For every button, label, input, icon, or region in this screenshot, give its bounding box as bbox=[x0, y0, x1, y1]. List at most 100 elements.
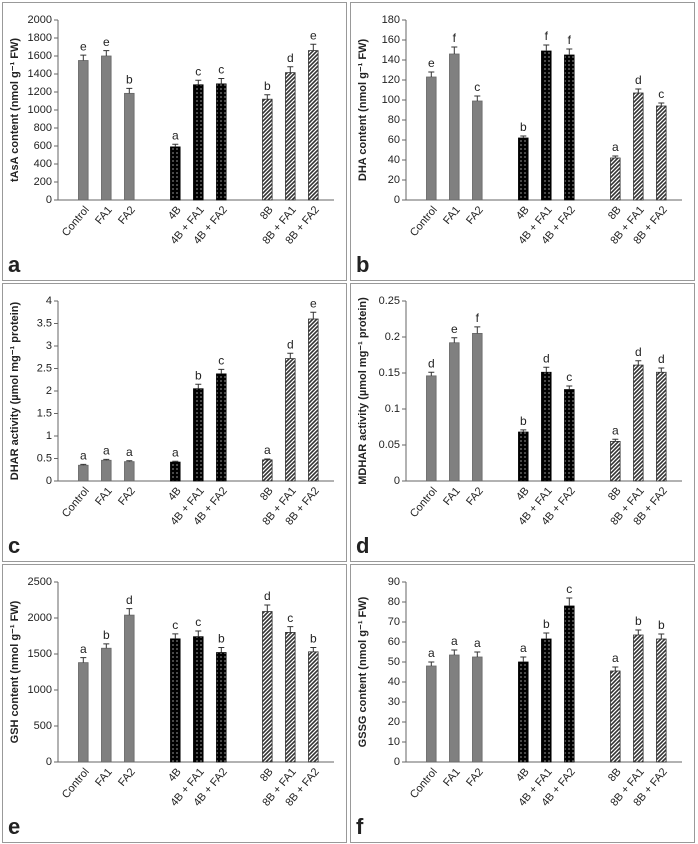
error-bar bbox=[428, 371, 435, 376]
y-tick-label: 80 bbox=[388, 596, 400, 608]
significance-letter: f bbox=[568, 33, 572, 47]
error-bar bbox=[172, 460, 179, 463]
x-tick-label: 8B bbox=[606, 766, 624, 784]
x-tick-label: FA1 bbox=[93, 766, 115, 789]
bar bbox=[449, 342, 460, 482]
panel: 0 0.05 0.1 0.15 0.2 0.25 MDHAR activity (µmol … bbox=[350, 283, 695, 562]
significance-letter: b bbox=[658, 618, 665, 632]
bar bbox=[610, 670, 621, 763]
bar bbox=[518, 661, 529, 763]
panel-frame bbox=[350, 2, 695, 281]
panel-frame bbox=[2, 564, 347, 843]
x-tick-label: 4B bbox=[166, 485, 184, 503]
bar bbox=[78, 60, 89, 201]
y-tick-label: 0 bbox=[394, 756, 400, 768]
y-tick-label: 2000 bbox=[28, 612, 52, 624]
significance-letter: a bbox=[172, 445, 179, 459]
y-tick-label: 1400 bbox=[28, 68, 52, 80]
y-tick-label: 2500 bbox=[28, 576, 52, 588]
significance-letter: f bbox=[476, 311, 480, 325]
significance-letter: d bbox=[287, 337, 294, 351]
x-tick-label: 8B bbox=[258, 204, 276, 222]
panel-label: a bbox=[8, 252, 21, 277]
significance-letter: a bbox=[451, 634, 458, 648]
error-bar bbox=[126, 460, 133, 462]
y-tick-label: 10 bbox=[388, 736, 400, 748]
panel-label: e bbox=[8, 814, 20, 839]
significance-letter: b bbox=[310, 632, 317, 646]
significance-letter: d bbox=[126, 593, 133, 607]
x-tick-label: Control bbox=[408, 766, 440, 801]
y-tick-label: 1600 bbox=[28, 50, 52, 62]
y-axis-title: MDHAR activity (µmol mg⁻¹ protein) bbox=[357, 297, 369, 485]
significance-letter: e bbox=[310, 28, 317, 42]
bar bbox=[541, 50, 552, 201]
y-tick-label: 70 bbox=[388, 616, 400, 628]
y-tick-label: 2 bbox=[46, 385, 52, 397]
y-tick-label: 0.5 bbox=[37, 452, 52, 464]
bar bbox=[193, 84, 204, 201]
significance-letter: c bbox=[658, 87, 664, 101]
significance-letter: a bbox=[612, 140, 619, 154]
bar bbox=[170, 461, 181, 482]
y-tick-label: 0 bbox=[46, 756, 52, 768]
panel-frame bbox=[2, 283, 347, 562]
error-bar bbox=[103, 643, 110, 649]
bar bbox=[656, 371, 667, 482]
x-tick-label: FA1 bbox=[441, 485, 463, 508]
significance-letter: f bbox=[453, 31, 457, 45]
x-tick-label: 4B bbox=[514, 204, 532, 222]
y-tick-label: 1 bbox=[46, 430, 52, 442]
x-tick-label: 8B bbox=[606, 204, 624, 222]
y-axis-title: GSH content (nmol g⁻¹ FW) bbox=[9, 600, 21, 743]
bar bbox=[472, 100, 483, 201]
error-bar bbox=[520, 429, 527, 433]
y-tick-label: 120 bbox=[382, 74, 400, 86]
bar bbox=[285, 358, 296, 482]
x-tick-label: Control bbox=[60, 204, 92, 239]
significance-letter: b bbox=[195, 368, 202, 382]
significance-letter: b bbox=[103, 628, 110, 642]
x-tick-label: 8B bbox=[606, 485, 624, 503]
y-tick-label: 600 bbox=[34, 140, 52, 152]
y-tick-label: 0.25 bbox=[379, 295, 400, 307]
significance-letter: b bbox=[126, 73, 133, 87]
y-tick-label: 140 bbox=[382, 54, 400, 66]
y-tick-label: 0.1 bbox=[385, 403, 400, 415]
y-tick-label: 1000 bbox=[28, 104, 52, 116]
y-tick-label: 1.5 bbox=[37, 407, 52, 419]
bar bbox=[633, 634, 644, 763]
bar bbox=[262, 459, 273, 482]
error-bar bbox=[612, 666, 619, 671]
bar bbox=[656, 105, 667, 201]
error-bar bbox=[451, 46, 458, 54]
panel-frame bbox=[2, 2, 347, 281]
significance-letter: d bbox=[428, 356, 435, 370]
bar bbox=[193, 388, 204, 482]
bar bbox=[124, 614, 135, 763]
bar bbox=[193, 636, 204, 763]
error-bar bbox=[543, 632, 550, 639]
significance-letter: b bbox=[520, 120, 527, 134]
bar bbox=[101, 55, 112, 201]
bar bbox=[216, 373, 227, 482]
panel-frame bbox=[350, 283, 695, 562]
x-tick-label: FA2 bbox=[464, 485, 486, 508]
bar bbox=[426, 76, 437, 201]
y-tick-label: 400 bbox=[34, 158, 52, 170]
significance-letter: a bbox=[428, 646, 435, 660]
error-bar bbox=[195, 79, 202, 85]
bar bbox=[610, 440, 621, 482]
significance-letter: b bbox=[543, 617, 550, 631]
x-tick-label: FA2 bbox=[116, 766, 138, 789]
error-bar bbox=[80, 463, 87, 466]
significance-letter: c bbox=[218, 63, 224, 77]
bar bbox=[564, 605, 575, 763]
error-bar bbox=[80, 657, 87, 663]
bar bbox=[518, 137, 529, 201]
bar bbox=[170, 638, 181, 763]
x-tick-label: 8B bbox=[258, 485, 276, 503]
y-tick-label: 60 bbox=[388, 134, 400, 146]
panel: 0 200 400 600 800 1000 1200 1400 1600 1800 2000 tAs… bbox=[2, 2, 347, 281]
y-tick-label: 1200 bbox=[28, 86, 52, 98]
